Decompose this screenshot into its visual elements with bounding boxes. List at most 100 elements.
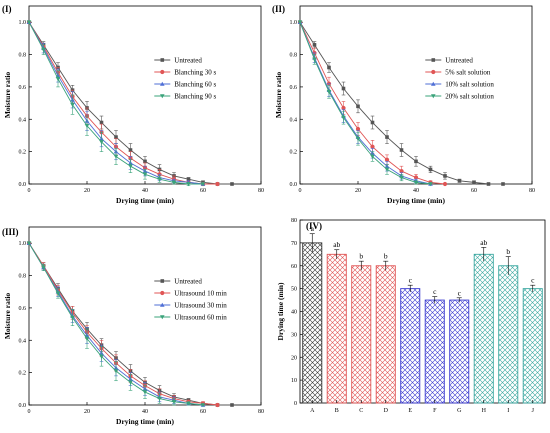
legend-label: Untreated <box>174 56 202 64</box>
significance-label: b <box>384 252 388 261</box>
series-point <box>413 175 419 180</box>
category-label: I <box>507 408 509 414</box>
category-label: B <box>335 408 339 414</box>
bar-E <box>400 288 421 404</box>
y-tick-label: 0.8 <box>19 53 27 59</box>
series-point <box>70 315 75 320</box>
series-point <box>428 167 433 172</box>
series-point <box>399 168 404 174</box>
significance-label: b <box>506 247 510 256</box>
bar-D <box>375 265 396 404</box>
series-point <box>327 65 331 70</box>
series-point <box>356 104 360 109</box>
series-point <box>41 47 46 52</box>
y-tick-label: 0.0 <box>290 182 298 188</box>
bar-G <box>449 299 470 404</box>
category-label: A <box>310 408 315 414</box>
series-point <box>215 181 220 187</box>
y-tick-label: 0.0 <box>19 403 27 409</box>
bar-I <box>498 265 519 404</box>
series-point <box>430 81 436 86</box>
series-point <box>171 399 177 405</box>
panel-label: (III) <box>2 227 19 237</box>
series-point <box>312 43 317 47</box>
series-point <box>113 154 119 159</box>
panel-IV: (IV) 0 10 20 30 40 50 60 70 80 Drying time (min) Aa… <box>276 218 546 414</box>
y-tick-label: 0.8 <box>290 53 298 59</box>
legend-label: Untreated <box>174 277 202 285</box>
series-point <box>160 58 165 62</box>
category-label: J <box>532 408 535 414</box>
series-point <box>430 94 436 99</box>
series-point <box>159 302 165 307</box>
bar-H <box>473 253 494 404</box>
series-point <box>472 180 476 185</box>
series-point <box>200 403 206 408</box>
series-point <box>230 403 234 407</box>
legend-label: Untreated <box>445 56 473 64</box>
y-tick-label: 0.4 <box>290 117 298 123</box>
x-tick-label: 60 <box>471 188 477 194</box>
series-point <box>99 120 104 125</box>
category-label: C <box>359 408 363 414</box>
x-axis-label: Drying time (min) <box>116 196 174 205</box>
series-point <box>159 315 165 320</box>
y-tick-label: 0.4 <box>19 117 27 123</box>
series-2 <box>26 240 206 407</box>
series-point <box>230 182 234 186</box>
y-tick-label: 0.2 <box>290 150 298 156</box>
x-tick-label: 80 <box>258 188 264 194</box>
legend-label: Blanching 60 s <box>174 80 216 88</box>
bar-C <box>351 265 372 404</box>
panel-label: (IV) <box>306 221 322 231</box>
x-tick-label: 80 <box>258 409 264 415</box>
category-label: D <box>384 408 389 414</box>
y-tick-label: 60 <box>291 264 297 270</box>
series-point <box>41 265 46 270</box>
series-point <box>431 69 436 75</box>
panel-label: (I) <box>2 4 12 14</box>
series-point <box>413 180 419 185</box>
series-line <box>28 242 218 406</box>
series-point <box>157 177 162 182</box>
significance-label: ab <box>480 238 487 247</box>
series-point <box>385 135 389 139</box>
y-tick-label: 0.6 <box>19 306 27 312</box>
series-point <box>160 290 165 296</box>
y-tick-label: 0.6 <box>19 85 27 91</box>
series-point <box>341 105 346 111</box>
legend-label: Ultrasound 10 min <box>174 289 227 297</box>
series-point <box>370 120 375 125</box>
category-label: G <box>457 408 462 414</box>
panel-label: (II) <box>272 4 285 14</box>
series-point <box>370 144 375 149</box>
y-axis-label: Moisture ratio <box>274 72 283 119</box>
x-tick-label: 0 <box>299 188 302 194</box>
y-tick-label: 30 <box>291 332 297 338</box>
y-tick-label: 1.0 <box>19 20 27 26</box>
series-point <box>157 396 162 401</box>
y-tick-label: 50 <box>291 287 297 293</box>
series-point <box>486 182 491 186</box>
series-point <box>384 157 390 162</box>
series-point <box>70 102 75 108</box>
x-tick-label: 80 <box>529 188 535 194</box>
category-label: F <box>433 408 437 414</box>
panel-III: (III) 0 20 40 60 80 0.0 0.2 0.4 0.6 0.8 1.0 Drying t… <box>2 226 264 426</box>
series-point <box>128 164 133 169</box>
x-tick-label: 40 <box>142 409 148 415</box>
series-3 <box>26 241 206 408</box>
y-tick-label: 40 <box>291 310 297 316</box>
series-point <box>399 175 404 180</box>
significance-label: ab <box>333 240 340 249</box>
panel-I: (I) 0 20 40 60 80 0.0 0.2 0.4 0.6 0.8 1.0 Drying tim… <box>2 4 264 205</box>
series-2 <box>297 19 433 186</box>
series-line <box>299 21 503 185</box>
y-axis-label: Drying time (min) <box>276 282 285 340</box>
x-axis-label: Drying time (min) <box>387 196 445 205</box>
series-point <box>143 159 147 164</box>
legend-label: 5% salt solution <box>445 68 491 76</box>
y-tick-label: 0.2 <box>19 150 27 156</box>
series-3 <box>297 20 433 187</box>
